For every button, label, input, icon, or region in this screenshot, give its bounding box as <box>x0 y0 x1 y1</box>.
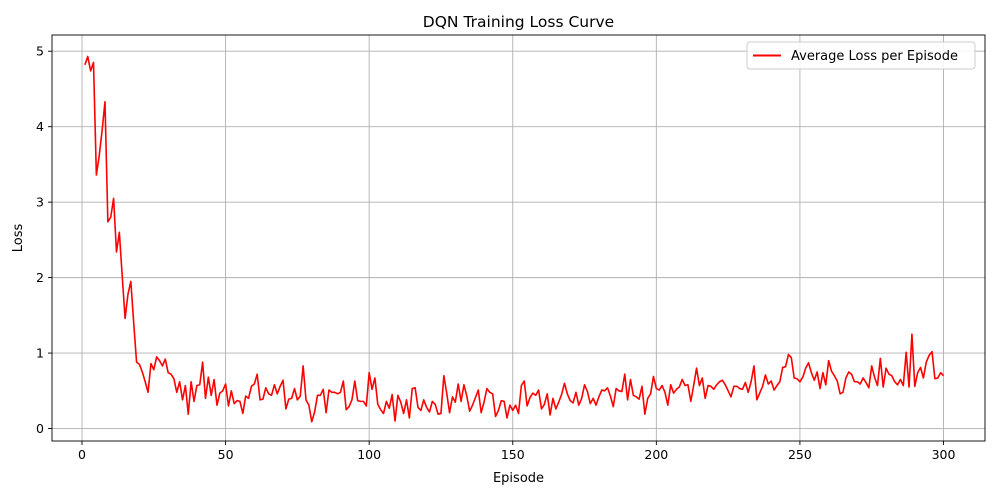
series-layer <box>84 55 945 423</box>
x-tick-label: 300 <box>932 447 956 462</box>
y-axis-title: Loss <box>11 224 26 253</box>
x-tick-label: 250 <box>788 447 812 462</box>
x-tick-label: 150 <box>501 447 525 462</box>
y-tick-label: 4 <box>36 119 44 134</box>
series-line-0 <box>84 55 945 423</box>
y-tick-label: 0 <box>36 421 44 436</box>
y-tick-label: 1 <box>36 346 44 361</box>
x-tick-label: 50 <box>218 447 234 462</box>
y-tick-label: 3 <box>36 195 44 210</box>
plot-frame <box>51 34 986 442</box>
x-axis-title: Episode <box>493 471 544 486</box>
x-tick-label: 200 <box>644 447 668 462</box>
legend-box <box>746 41 976 70</box>
y-tick-label: 5 <box>36 44 44 59</box>
legend-entry-label: Average Loss per Episode <box>791 49 958 64</box>
chart-title: DQN Training Loss Curve <box>423 13 614 31</box>
axis-ticks: 0 50 100 150 200 250 300 0 1 2 3 4 5 <box>36 44 955 462</box>
y-tick-label: 2 <box>36 270 44 285</box>
x-tick-label: 100 <box>357 447 381 462</box>
legend: Average Loss per Episode <box>746 41 976 70</box>
x-tick-label: 0 <box>78 447 86 462</box>
